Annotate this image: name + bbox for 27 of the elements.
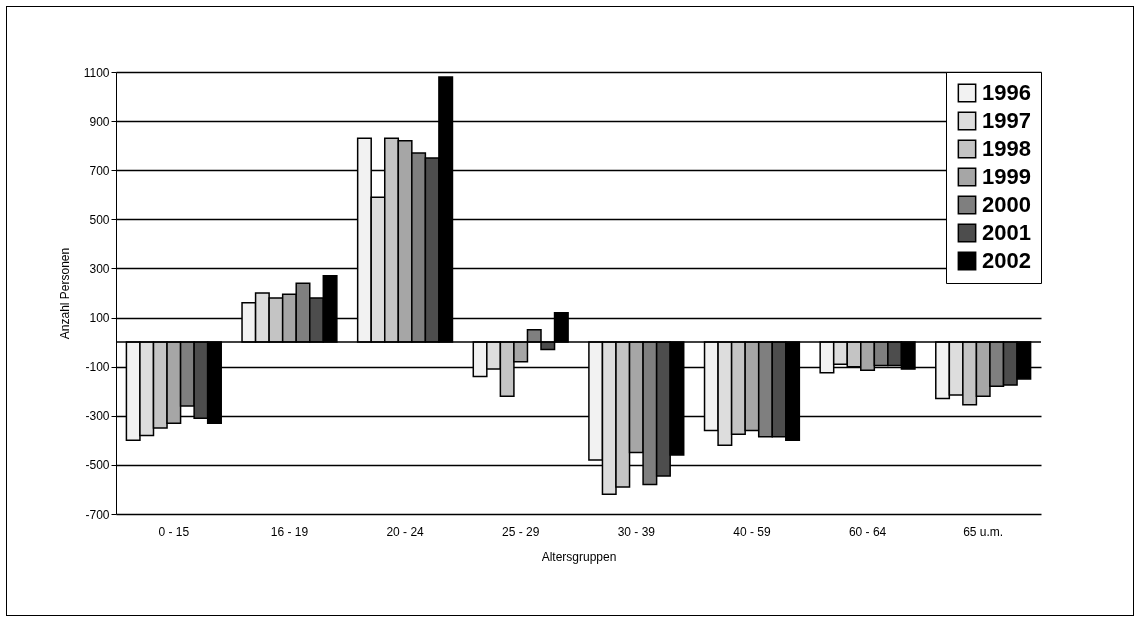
legend-label: 2001 bbox=[982, 220, 1031, 245]
x-tick-label: 0 - 15 bbox=[158, 524, 190, 539]
legend-label: 1997 bbox=[982, 108, 1031, 133]
legend-label: 2002 bbox=[982, 248, 1031, 273]
x-tick-label: 65 u.m. bbox=[963, 524, 1004, 539]
y-tick-label: 900 bbox=[89, 114, 110, 129]
x-axis-title: Altersgruppen bbox=[541, 549, 617, 564]
legend-label: 1998 bbox=[982, 136, 1031, 161]
y-tick-label: 1100 bbox=[83, 65, 110, 80]
x-tick-label: 16 - 19 bbox=[270, 524, 309, 539]
y-tick-label: 700 bbox=[89, 163, 110, 178]
y-tick-label: -700 bbox=[85, 507, 110, 522]
y-tick-label: -100 bbox=[85, 360, 110, 375]
y-axis-title: Anzahl Personen bbox=[57, 247, 72, 340]
x-tick-label: 60 - 64 bbox=[848, 524, 887, 539]
legend-label: 1999 bbox=[982, 164, 1031, 189]
legend-label: 1996 bbox=[982, 80, 1031, 105]
y-tick-label: 100 bbox=[89, 311, 110, 326]
y-tick-label: 500 bbox=[89, 212, 110, 227]
x-tick-label: 40 - 59 bbox=[733, 524, 771, 539]
y-tick-label: -300 bbox=[85, 409, 110, 424]
x-tick-label: 30 - 39 bbox=[617, 524, 656, 539]
y-tick-label: 300 bbox=[89, 261, 110, 276]
legend-label: 2000 bbox=[982, 192, 1031, 217]
y-tick-label: -500 bbox=[85, 458, 110, 473]
x-tick-label: 20 - 24 bbox=[386, 524, 425, 539]
x-tick-label: 25 - 29 bbox=[502, 524, 540, 539]
